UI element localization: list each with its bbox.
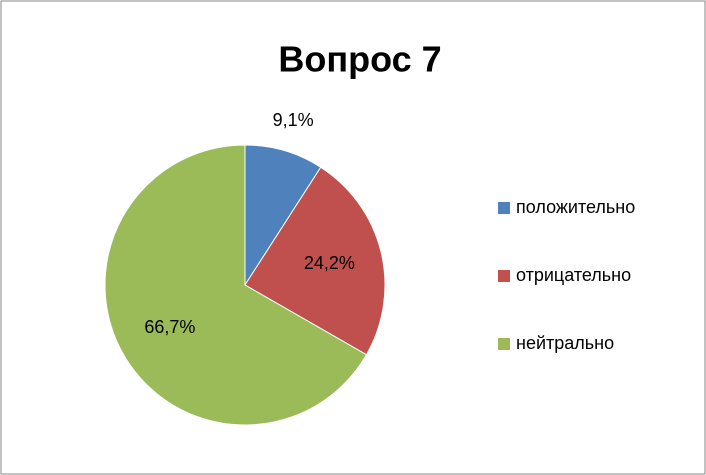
pie-slice (104, 144, 368, 426)
legend-label: отрицательно (516, 265, 631, 285)
pie-slice (244, 144, 322, 287)
chart-title: Вопрос 7 (278, 39, 441, 80)
legend-swatch (498, 338, 510, 350)
pie-slice (244, 166, 386, 356)
legend-swatch (498, 270, 510, 282)
data-label: 9,1% (273, 110, 314, 130)
legend-swatch (498, 202, 510, 214)
data-label: 66,7% (144, 317, 195, 337)
data-label: 24,2% (304, 253, 355, 273)
legend-label: нейтрально (516, 333, 614, 353)
legend-label: положительно (516, 197, 635, 217)
